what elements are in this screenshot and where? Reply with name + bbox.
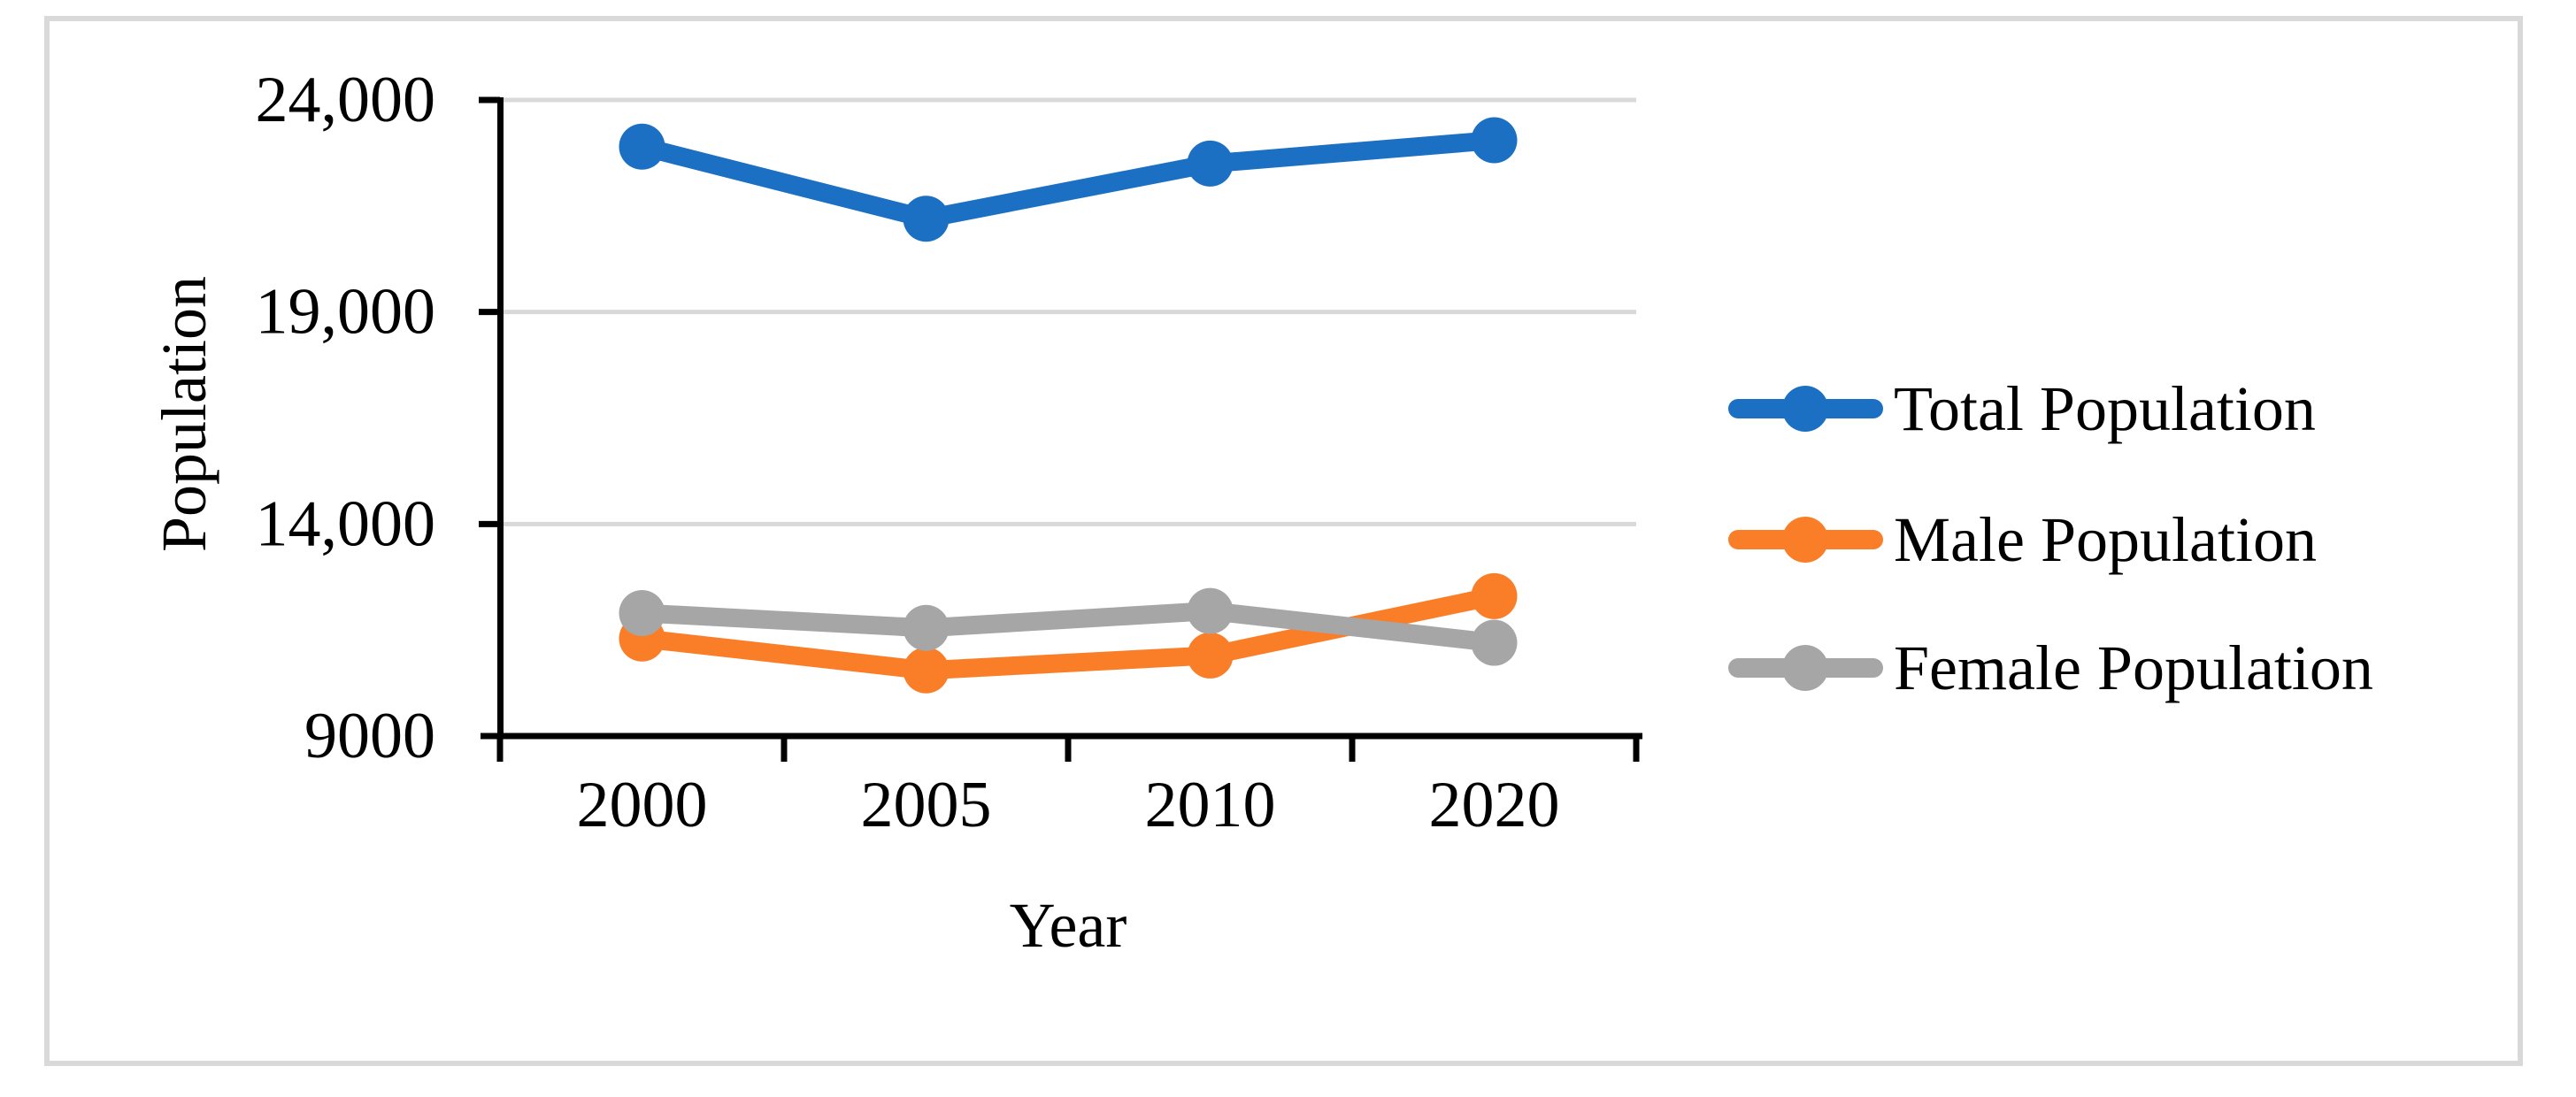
y-axis-title: Population xyxy=(149,276,219,552)
series-lines xyxy=(619,117,1518,694)
series-line-female-population xyxy=(633,602,1503,653)
data-point-female-population-2010 xyxy=(1187,587,1234,634)
data-point-female-population-2000 xyxy=(619,589,665,636)
data-point-male-population-2020 xyxy=(1471,572,1518,619)
y-tick-label: 9000 xyxy=(304,700,435,772)
x-tick-label: 2005 xyxy=(861,769,992,841)
axis-ticks xyxy=(479,96,1640,762)
data-point-total-population-2000 xyxy=(619,123,665,170)
data-point-female-population-2020 xyxy=(1471,619,1518,666)
x-tick-label: 2020 xyxy=(1429,769,1560,841)
x-tick-labels: 2000 2005 2010 2020 xyxy=(577,769,1560,841)
y-tick-label: 14,000 xyxy=(256,487,436,560)
data-point-total-population-2005 xyxy=(903,196,950,242)
series-line-total-population xyxy=(633,131,1503,228)
y-tick-label: 19,000 xyxy=(256,276,436,349)
y-tick-labels: 9000 14,000 19,000 24,000 xyxy=(256,64,436,772)
gridlines xyxy=(500,97,1636,526)
data-point-total-population-2020 xyxy=(1471,117,1518,164)
data-point-female-population-2005 xyxy=(903,604,950,651)
data-point-total-population-2010 xyxy=(1187,140,1234,187)
y-tick-label: 24,000 xyxy=(256,64,436,136)
x-tick-label: 2000 xyxy=(577,769,708,841)
data-point-male-population-2010 xyxy=(1187,632,1234,679)
x-tick-label: 2010 xyxy=(1145,769,1276,841)
chart-frame xyxy=(44,16,2523,1066)
x-axis-title: Year xyxy=(1010,890,1127,961)
data-point-male-population-2005 xyxy=(903,647,950,694)
